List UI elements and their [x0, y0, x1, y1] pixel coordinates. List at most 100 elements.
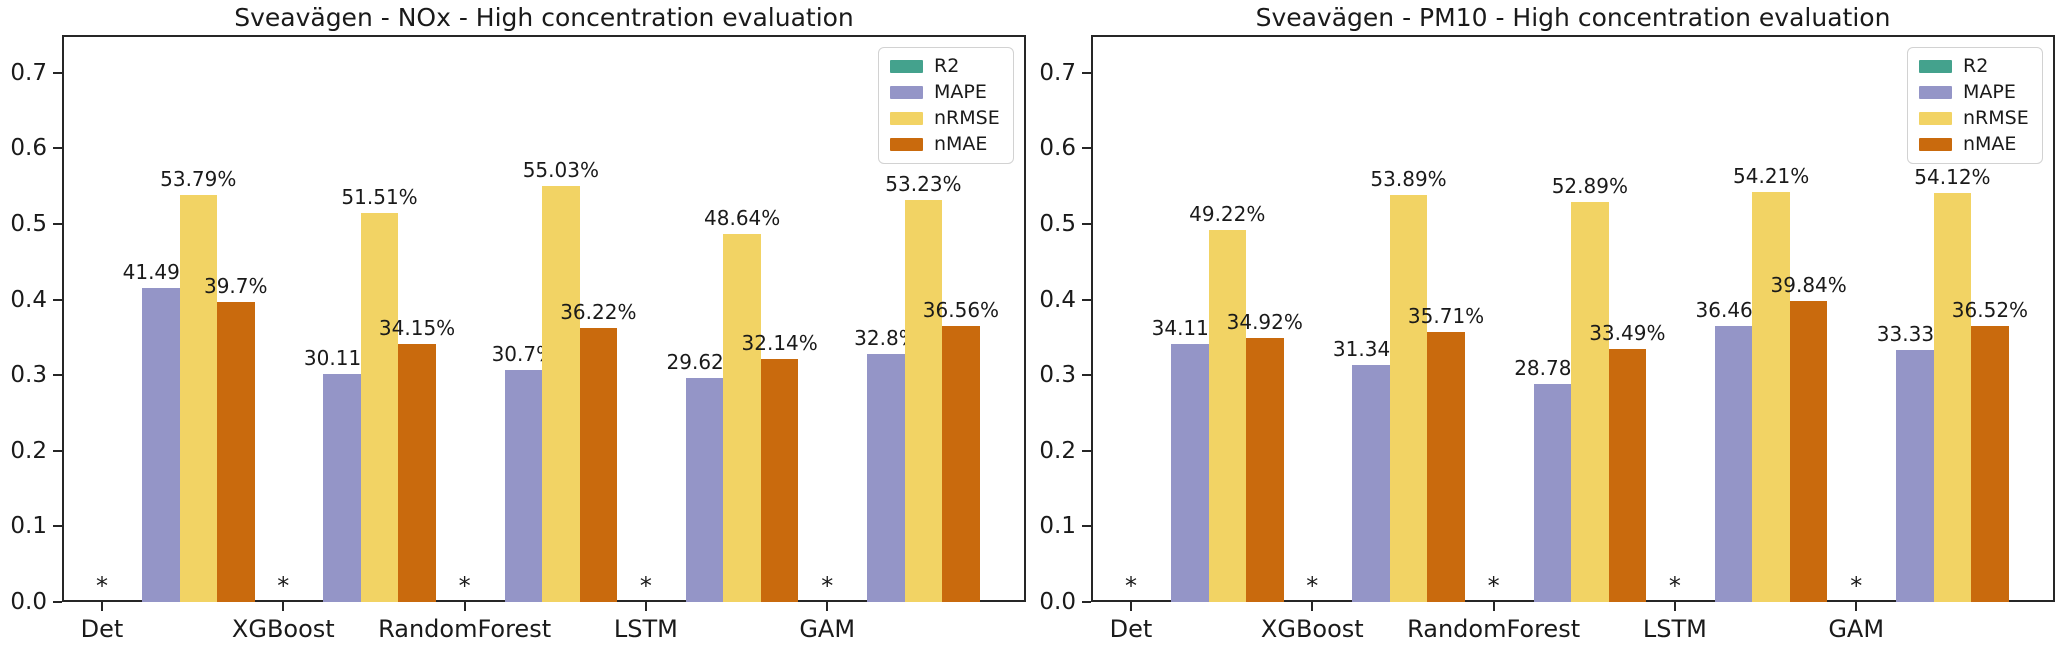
x-tick-label: RandomForest	[1407, 615, 1581, 643]
legend-swatch-icon	[1919, 112, 1952, 125]
bar-value-label: 39.84%	[1770, 272, 1847, 297]
y-tick-label: 0.2	[1039, 437, 1076, 464]
legend-item-nrmse: nRMSE	[890, 109, 1000, 128]
y-tick-label: 0.6	[1039, 135, 1076, 162]
y-tick	[53, 71, 62, 74]
bar-value-label: 39.7%	[203, 273, 268, 298]
x-tick	[1492, 602, 1495, 611]
bar-nrmse-gam	[904, 199, 943, 602]
legend-swatch-icon	[1919, 60, 1952, 73]
bar-value-label: 34.92%	[1226, 310, 1303, 334]
bar-value-label: 55.03%	[522, 157, 599, 182]
bar-mape-lstm	[1714, 326, 1753, 602]
bar-nmae-xgboost	[398, 343, 436, 602]
bar-mape-gam	[867, 354, 905, 602]
y-tick	[1082, 298, 1091, 301]
legend-swatch-icon	[1919, 86, 1952, 99]
x-tick-label: LSTM	[1642, 615, 1707, 643]
bar-value-label: 54.12%	[1914, 164, 1991, 189]
legend-item-mape: MAPE	[1919, 83, 2029, 102]
bar-nrmse-randomforest	[542, 185, 580, 602]
legend-label: nRMSE	[1963, 107, 2029, 129]
bar-value-label: 34.15%	[378, 315, 456, 340]
y-tick-label: 0.2	[10, 437, 47, 464]
bar-nmae-gam	[942, 325, 980, 602]
legend-label: MAPE	[1963, 81, 2016, 103]
bar-mape-gam	[1896, 350, 1934, 602]
y-tick	[1082, 71, 1091, 74]
y-tick-label: 0.1	[10, 513, 47, 540]
bar-mape-xgboost	[1352, 365, 1390, 602]
legend-swatch-icon	[890, 112, 923, 125]
bar-value-label: 53.89%	[1370, 166, 1447, 191]
bar-value-label: 32.14%	[741, 331, 818, 356]
bar-nmae-xgboost	[1427, 332, 1465, 602]
y-tick	[1082, 601, 1091, 603]
legend-swatch-icon	[890, 138, 923, 151]
y-tick	[53, 449, 62, 452]
x-tick	[101, 602, 103, 611]
y-tick-label: 0.5	[10, 211, 47, 237]
y-tick	[1082, 223, 1091, 225]
bar-nmae-lstm	[760, 359, 799, 602]
legend-label: nMAE	[934, 133, 988, 155]
legend-item-nmae: nMAE	[890, 135, 1000, 154]
y-tick	[1082, 449, 1091, 452]
x-tick-label: XGBoost	[231, 615, 335, 643]
x-tick-label: LSTM	[613, 615, 678, 643]
bar-value-label: 36.52%	[1951, 297, 2029, 322]
y-tick-label: 0.3	[1039, 362, 1076, 389]
y-tick-label: 0.7	[10, 59, 47, 86]
r2-null-marker: *	[1125, 572, 1137, 600]
bar-nmae-randomforest	[579, 328, 618, 602]
x-tick-label: GAM	[1828, 615, 1885, 643]
chart-title: Sveavägen - NOx - High concentration eva…	[234, 3, 854, 32]
legend-item-nrmse: nRMSE	[1919, 109, 2029, 128]
bar-mape-xgboost	[323, 374, 361, 602]
x-tick-label: Det	[80, 615, 124, 643]
x-tick-label: Det	[1109, 615, 1153, 643]
legend-item-nmae: nMAE	[1919, 135, 2029, 154]
y-tick	[53, 147, 62, 150]
r2-null-marker: *	[821, 572, 834, 600]
legend-swatch-icon	[890, 60, 923, 73]
bar-value-label: 49.22%	[1189, 201, 1266, 226]
bar-value-label: 33.49%	[1589, 320, 1666, 345]
y-tick-label: 0.0	[1039, 589, 1076, 615]
x-tick	[1673, 602, 1676, 611]
chart-title: Sveavägen - PM10 - High concentration ev…	[1255, 3, 1891, 32]
bar-nmae-lstm	[1789, 300, 1828, 602]
x-tick	[463, 602, 466, 611]
r2-null-marker: *	[96, 572, 108, 600]
bar-value-label: 54.21%	[1733, 164, 1810, 189]
x-tick	[826, 602, 829, 611]
x-tick	[1130, 602, 1132, 611]
x-tick	[282, 602, 285, 611]
legend-label: R2	[1963, 55, 1989, 77]
y-tick-label: 0.4	[10, 286, 47, 313]
bar-nrmse-xgboost	[1389, 194, 1428, 602]
y-tick	[53, 525, 62, 528]
bar-mape-randomforest	[504, 369, 543, 602]
y-tick	[53, 223, 62, 225]
y-tick	[53, 374, 62, 377]
y-tick-label: 0.1	[1039, 513, 1076, 540]
r2-null-marker: *	[1306, 572, 1319, 600]
y-tick-label: 0.4	[1039, 286, 1076, 313]
y-tick	[1082, 374, 1091, 377]
legend-label: nRMSE	[934, 107, 1000, 129]
x-tick-label: XGBoost	[1260, 615, 1364, 643]
bar-nrmse-lstm	[723, 234, 761, 602]
legend-label: R2	[934, 55, 960, 77]
y-tick-label: 0.7	[1039, 59, 1076, 86]
x-tick	[1855, 602, 1858, 611]
y-tick	[53, 601, 62, 603]
bar-nrmse-xgboost	[360, 212, 399, 602]
legend: R2 MAPE nRMSE nMAE	[878, 47, 1014, 164]
bar-value-label: 53.23%	[885, 171, 962, 196]
bar-nmae-det	[217, 301, 255, 602]
bar-nmae-randomforest	[1608, 348, 1647, 602]
bar-nrmse-lstm	[1752, 192, 1790, 602]
r2-null-marker: *	[1668, 572, 1681, 600]
